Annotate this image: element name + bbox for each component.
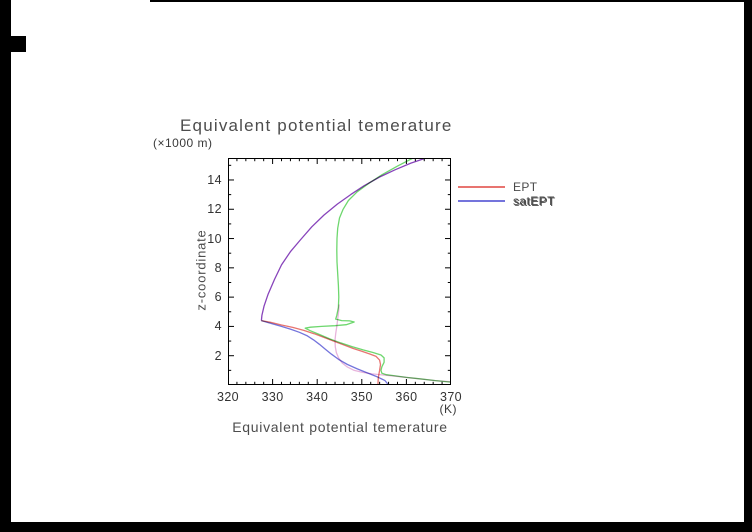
y-tick-label: 14 <box>207 172 222 187</box>
y-axis-label: z-coordinate <box>193 229 209 311</box>
x-tick-label: 340 <box>306 390 329 404</box>
x-tick-label: 320 <box>216 390 240 404</box>
y-tick-label: 12 <box>207 202 222 217</box>
window-border-bottom <box>0 522 752 532</box>
y-axis-unit: (×1000 m) <box>153 136 213 150</box>
window-border-right <box>744 0 752 532</box>
y-tick-label: 2 <box>214 348 222 363</box>
legend-label-satept: satEPT satEPT <box>513 194 556 209</box>
x-tick-label: 360 <box>395 390 418 404</box>
legend-label-ept-text: EPT <box>513 180 538 194</box>
y-tick-label: 10 <box>207 231 222 246</box>
legend-label-satept-text: satEPT <box>513 194 555 208</box>
legend-line-ept <box>458 186 505 188</box>
legend-line-satept <box>458 200 505 202</box>
plot-area <box>228 158 451 385</box>
window-corner-mark <box>9 36 26 52</box>
window-border-top <box>150 0 744 2</box>
legend-label-ept: EPT <box>513 180 538 194</box>
legend-label-satept-overprint: satEPT <box>514 195 556 209</box>
window-border-left <box>0 0 11 532</box>
y-tick-label: 8 <box>214 260 222 275</box>
chart-title: Equivalent potential temerature <box>180 116 453 135</box>
x-tick-label: 330 <box>261 390 284 404</box>
x-axis-label: Equivalent potential temerature <box>232 419 448 435</box>
y-tick-label: 6 <box>214 290 222 305</box>
x-axis-unit: (K) <box>439 402 457 416</box>
x-tick-label: 370 <box>439 390 463 404</box>
x-tick-label: 350 <box>350 390 373 404</box>
y-tick-label: 4 <box>214 319 222 334</box>
